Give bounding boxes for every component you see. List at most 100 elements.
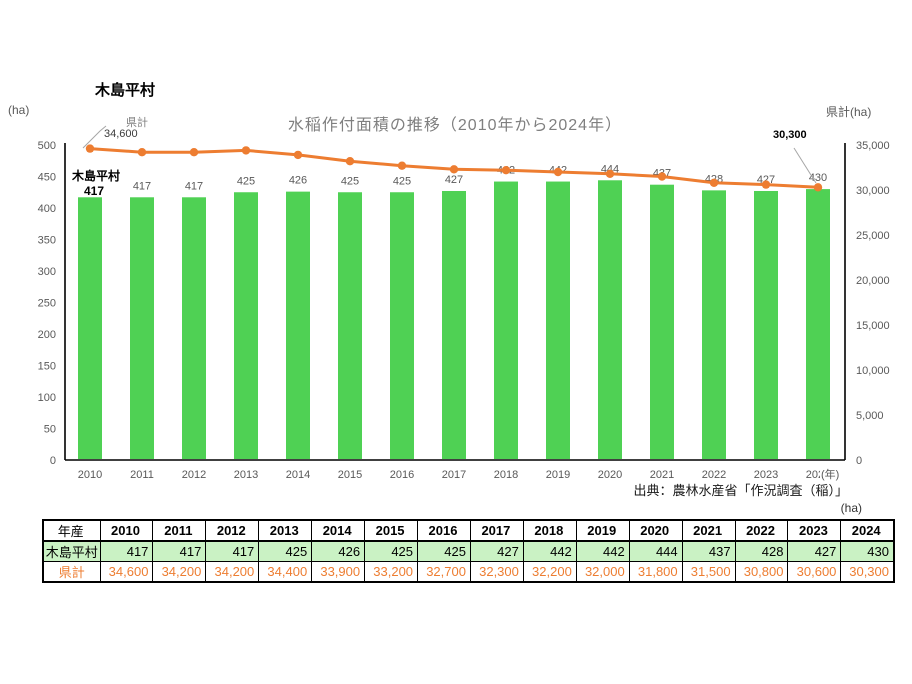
table-cell-2013-prefecture: 34,400: [258, 561, 313, 583]
table-cell-2012-prefecture: 34,200: [205, 561, 260, 583]
x-axis-label-2019: 2019: [546, 469, 570, 481]
table-cell-2022-prefecture: 30,800: [734, 561, 789, 583]
table-corner-header: 年産: [42, 519, 101, 542]
x-axis-label-2014: 2014: [286, 469, 310, 481]
bar-2021: [650, 184, 674, 459]
x-axis-label-2012: 2012: [182, 469, 206, 481]
data-table: 年産 2010 2011 2012 2013 2014 2015 2016 2017 2018 20…: [42, 519, 895, 583]
table-cell-2013-village: 425: [258, 540, 313, 562]
line-series-annotation-label: 県計: [126, 117, 148, 129]
left-axis-tick-label: 50: [44, 424, 56, 436]
bar-series-label: 木島平村: [71, 168, 120, 183]
table-year-header-2012: 2012: [205, 519, 260, 542]
table-cell-2015-village: 425: [364, 540, 419, 562]
table-cell-2010-prefecture: 34,600: [99, 561, 154, 583]
table-cell-2018-village: 442: [522, 540, 577, 562]
table-year-header-2018: 2018: [522, 519, 577, 542]
right-axis-tick-label: 5,000: [856, 410, 884, 422]
table-year-header-2020: 2020: [628, 519, 683, 542]
line-marker-2021: [657, 172, 667, 181]
bar-value-label-2011: 417: [133, 180, 151, 192]
bar-2015: [338, 192, 362, 459]
table-cell-2024-prefecture: 30,300: [840, 561, 895, 583]
chart-generated-layer: 0 50 100 150 200 250 300 350 400 450 500 0 5,000 10,0…: [38, 140, 890, 481]
left-axis-tick-label: 0: [50, 455, 56, 467]
x-axis-label-2016: 2016: [390, 469, 414, 481]
bar-2023: [754, 190, 778, 460]
left-axis-tick-label: 150: [38, 361, 56, 373]
table-year-header-2013: 2013: [258, 519, 313, 542]
left-axis-tick-label: 400: [38, 203, 56, 215]
right-axis-tick-label: 15,000: [856, 320, 890, 332]
table-cell-2021-village: 437: [681, 540, 736, 562]
bar-2022: [702, 190, 726, 460]
table-cell-2017-prefecture: 32,300: [469, 561, 524, 583]
right-axis-tick-label: 25,000: [856, 230, 890, 242]
first-line-value-annotation: 34,600: [104, 128, 138, 140]
bar-2018: [494, 181, 518, 460]
x-axis-unit-label: (年): [820, 466, 840, 482]
table-cell-2023-village: 427: [787, 540, 842, 562]
table-cell-2012-village: 417: [205, 540, 260, 562]
table-cell-2020-prefecture: 31,800: [628, 561, 683, 583]
annotation-leader-line-first: [82, 125, 107, 149]
bar-value-label-2016: 425: [393, 175, 411, 187]
line-marker-2020: [605, 169, 615, 178]
table-cell-2019-prefecture: 32,000: [575, 561, 630, 583]
bar-2020: [598, 180, 622, 459]
table-row-village: 木島平村 417 417 417 425 426 425 425 427 442 442 444 437…: [42, 540, 895, 562]
left-axis-tick-label: 200: [38, 329, 56, 341]
line-marker-2010: [85, 144, 95, 153]
line-marker-2024: [813, 183, 823, 192]
table-cell-2021-prefecture: 31,500: [681, 561, 736, 583]
bar-2016: [390, 192, 414, 459]
bar-2024: [806, 189, 830, 459]
table-year-header-2011: 2011: [152, 519, 207, 542]
table-cell-2018-prefecture: 32,200: [522, 561, 577, 583]
table-header: 年産 2010 2011 2012 2013 2014 2015 2016 2017 2018 20…: [42, 519, 895, 542]
line-marker-2019: [553, 167, 563, 177]
table-year-header-2015: 2015: [364, 519, 419, 542]
table-year-header-2010: 2010: [99, 519, 154, 542]
source-note: 出典：農林水産省「作況調査（稲）」: [633, 483, 848, 498]
line-marker-2018: [501, 166, 511, 175]
line-marker-2011: [137, 148, 147, 157]
table-year-header-2024: 2024: [840, 519, 895, 542]
annotation-leader-lines: >: [82, 125, 817, 184]
line-marker-2012: [189, 148, 199, 157]
bar-2019: [546, 181, 570, 460]
bar-value-label-2013: 425: [237, 175, 255, 187]
table-cell-2023-prefecture: 30,600: [787, 561, 842, 583]
bar-value-label-2010: 417: [84, 184, 104, 198]
line-marker-2015: [345, 157, 355, 166]
table-year-header-2014: 2014: [311, 519, 366, 542]
x-axis-label-2015: 2015: [338, 469, 362, 481]
table-year-header-2017: 2017: [469, 519, 524, 542]
left-axis-unit-label: (ha): [8, 103, 30, 117]
x-axis-label-2017: 2017: [442, 469, 466, 481]
table-cell-2019-village: 442: [575, 540, 630, 562]
x-axis-label-2020: 2020: [598, 469, 622, 481]
x-axis-label-2013: 2013: [234, 469, 258, 481]
left-axis-tick-label: 300: [38, 266, 56, 278]
table-cell-2024-village: 430: [840, 540, 895, 562]
table-year-header-2016: 2016: [417, 519, 471, 542]
x-axis-label-2021: 2021: [650, 469, 674, 481]
table-year-header-2021: 2021: [681, 519, 736, 542]
page-title: 木島平村: [95, 82, 156, 99]
table-year-header-2023: 2023: [787, 519, 842, 542]
table-cell-2010-village: 417: [99, 540, 154, 562]
line-marker-2023: [761, 180, 771, 189]
table-row-label: 県計: [42, 561, 101, 583]
right-axis-tick-label: 20,000: [856, 275, 890, 287]
bar-2017: [442, 190, 466, 460]
bar-value-label-2024: 430: [809, 172, 827, 184]
right-axis-tick-label: 10,000: [856, 365, 890, 377]
x-axis-label-2018: 2018: [494, 469, 518, 481]
x-axis-label-2011: 2011: [130, 469, 154, 481]
bar-value-label-2015: 425: [341, 175, 359, 187]
chart-title: 水稲作付面積の推移（2010年から2024年）: [287, 117, 623, 134]
x-axis-label-2023: 2023: [754, 469, 778, 481]
table-cell-2011-village: 417: [152, 540, 207, 562]
